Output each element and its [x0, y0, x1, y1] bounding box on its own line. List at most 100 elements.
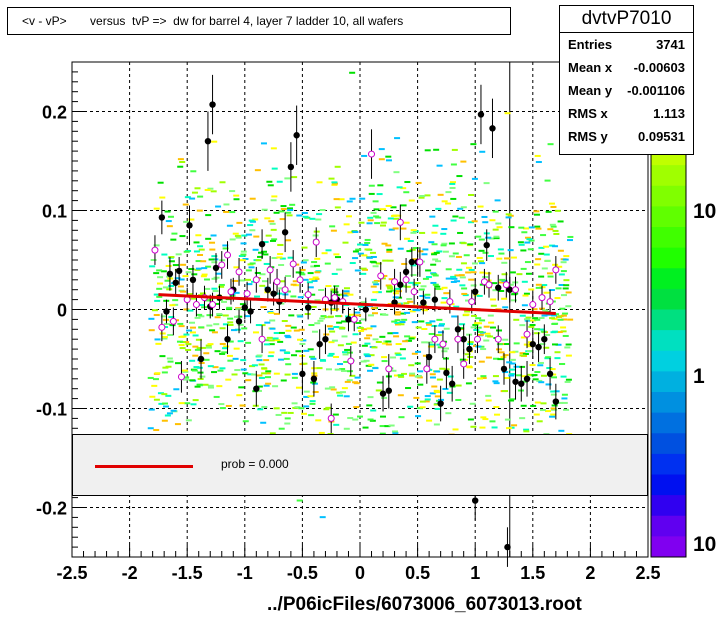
histogram-cell — [153, 272, 160, 275]
legend-label: prob = 0.000 — [221, 457, 289, 471]
histogram-cell — [405, 387, 412, 390]
histogram-cell — [504, 418, 511, 421]
histogram-cell — [394, 137, 401, 140]
histogram-cell — [194, 268, 201, 271]
histogram-cell — [412, 308, 419, 311]
histogram-cell — [341, 335, 348, 338]
histogram-cell — [559, 363, 566, 366]
histogram-cell — [358, 329, 365, 332]
histogram-cell — [316, 213, 323, 216]
histogram-cell — [188, 268, 195, 271]
histogram-cell — [319, 516, 326, 519]
histogram-cell — [179, 235, 186, 238]
histogram-cell — [409, 372, 416, 375]
histogram-cell — [310, 265, 317, 268]
histogram-cell — [562, 312, 569, 315]
histogram-cell — [303, 405, 310, 408]
histogram-cell — [381, 396, 388, 399]
histogram-cell — [191, 191, 198, 194]
data-point — [460, 336, 467, 343]
data-point-open — [494, 335, 502, 343]
histogram-cell — [198, 315, 205, 318]
histogram-cell — [364, 342, 371, 345]
histogram-cell — [276, 256, 283, 259]
histogram-cell — [391, 214, 398, 217]
histogram-cell — [240, 253, 247, 256]
histogram-cell — [541, 284, 548, 287]
histogram-cell — [260, 142, 267, 145]
histogram-cell — [496, 257, 503, 260]
histogram-cell — [309, 293, 316, 296]
histogram-cell — [157, 392, 164, 395]
colorbar-label: 10 — [693, 200, 716, 223]
histogram-cell — [309, 278, 316, 281]
histogram-cell — [467, 356, 474, 359]
histogram-cell — [385, 159, 392, 162]
histogram-cell — [443, 292, 450, 295]
histogram-cell — [258, 363, 265, 366]
histogram-cell — [195, 260, 202, 263]
histogram-cell — [330, 229, 337, 232]
histogram-cell — [207, 365, 214, 368]
histogram-cell — [301, 412, 308, 415]
histogram-cell — [487, 335, 494, 338]
histogram-cell — [509, 398, 516, 401]
histogram-cell — [465, 382, 472, 385]
histogram-cell — [379, 425, 386, 428]
histogram-cell — [284, 352, 291, 355]
histogram-cell — [497, 358, 504, 361]
histogram-cell — [433, 403, 440, 406]
histogram-cell — [520, 267, 527, 270]
histogram-cell — [315, 270, 322, 273]
data-point — [420, 299, 427, 306]
histogram-cell — [424, 395, 431, 398]
histogram-cell — [483, 182, 490, 185]
histogram-cell — [390, 356, 397, 359]
histogram-cell — [221, 300, 228, 303]
histogram-cell — [153, 244, 160, 247]
histogram-cell — [192, 345, 199, 348]
histogram-cell — [306, 281, 313, 284]
histogram-cell — [439, 323, 446, 326]
data-point — [316, 340, 323, 348]
histogram-cell — [252, 404, 259, 407]
histogram-cell — [222, 244, 229, 247]
histogram-cell — [466, 365, 473, 368]
histogram-cell — [186, 329, 193, 332]
data-point — [287, 163, 295, 171]
histogram-cell — [161, 402, 168, 405]
stats-value: -0.001106 — [627, 83, 685, 98]
histogram-cell — [507, 283, 514, 286]
histogram-cell — [334, 368, 341, 371]
histogram-cell — [265, 370, 272, 373]
y-tick-label: 0.1 — [42, 202, 67, 222]
data-point — [546, 370, 554, 378]
histogram-cell — [450, 219, 457, 222]
histogram-cell — [208, 258, 215, 261]
data-point — [552, 398, 560, 405]
histogram-cell — [325, 368, 332, 371]
histogram-cell — [343, 223, 350, 226]
histogram-cell — [557, 401, 564, 404]
histogram-cell — [285, 329, 292, 332]
histogram-cell — [182, 370, 189, 373]
histogram-cell — [461, 292, 468, 295]
histogram-cell — [277, 253, 284, 256]
histogram-cell — [147, 427, 154, 430]
histogram-cell — [478, 238, 485, 241]
histogram-cell — [240, 368, 247, 371]
histogram-cell — [366, 222, 373, 225]
histogram-cell — [382, 259, 389, 262]
colorbar-segment — [651, 206, 686, 228]
histogram-cell — [379, 208, 386, 211]
histogram-cell — [198, 361, 205, 364]
histogram-cell — [325, 285, 332, 288]
histogram-cell — [450, 275, 457, 278]
histogram-cell — [395, 343, 402, 346]
histogram-cell — [407, 300, 414, 303]
histogram-cell — [316, 367, 323, 370]
colorbar-label: 10 — [693, 533, 716, 556]
histogram-cell — [349, 262, 356, 265]
histogram-cell — [385, 343, 392, 346]
histogram-cell — [203, 352, 210, 355]
